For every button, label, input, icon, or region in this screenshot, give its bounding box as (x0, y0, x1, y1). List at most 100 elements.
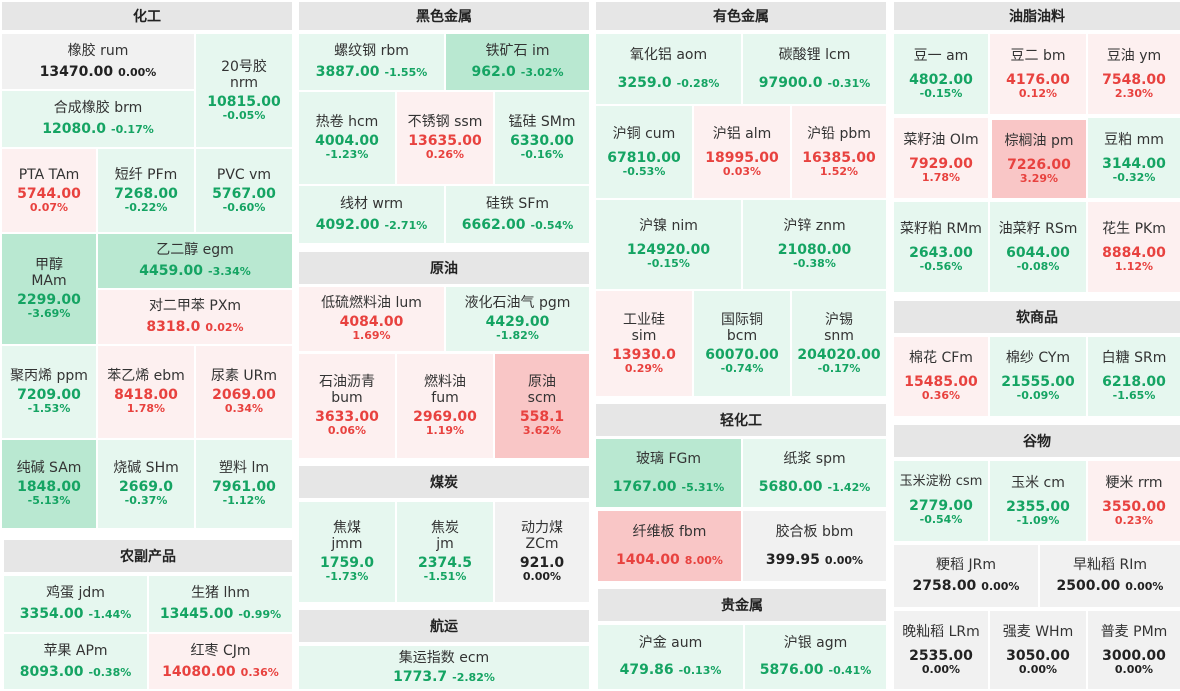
change-pct: -0.28% (676, 76, 720, 90)
quote-cell-bm[interactable]: 豆二 bm 4176.00 0.12% (990, 34, 1086, 114)
quote-cell-lcm[interactable]: 碳酸锂 lcm 97900.0 -0.31% (743, 34, 886, 104)
quote-cell-agm[interactable]: 沪银 agm 5876.00 -0.41% (745, 625, 886, 689)
quote-cell-pbm[interactable]: 沪铅 pbm 16385.00 1.52% (792, 106, 886, 198)
change-pct: -5.13% (27, 494, 71, 508)
change-pct: 0.00% (1018, 662, 1058, 676)
quote-cell-sfm[interactable]: 硅铁 SFm 6662.00 -0.54% (446, 186, 589, 243)
quote-cell-im[interactable]: 铁矿石 im 962.0 -3.02% (446, 34, 589, 90)
contract-name: 菜籽油 OIm (903, 131, 979, 148)
contract-name: 液化石油气 pgm (464, 295, 571, 312)
quote-cell-cfm[interactable]: 棉花 CFm 15485.00 0.36% (894, 337, 988, 416)
quote-cell-zcm[interactable]: 动力煤 ZCm 921.0 0.00% (495, 502, 589, 602)
quote-cell-znm[interactable]: 沪锌 znm 21080.00 -0.38% (743, 200, 886, 289)
price: 921.0 (519, 555, 565, 572)
price: 2643.00 (909, 244, 973, 261)
quote-cell-jdm[interactable]: 鸡蛋 jdm 3354.00 -1.44% (4, 576, 147, 632)
quote-cell-jm[interactable]: 焦炭 jm 2374.5 -1.51% (397, 502, 493, 602)
quote-cell-cym[interactable]: 棉纱 CYm 21555.00 -0.09% (990, 337, 1086, 416)
quote-cell-alm[interactable]: 沪铝 alm 18995.00 0.03% (694, 106, 790, 198)
quote-cell-mm[interactable]: 豆粕 mm 3144.00 -0.32% (1088, 118, 1180, 198)
quote-cell-hcm[interactable]: 热卷 hcm 4004.00 -1.23% (299, 92, 395, 184)
quote-cell-whm[interactable]: 强麦 WHm 3050.00 0.00% (990, 611, 1086, 689)
price: 1848.00 (17, 479, 81, 496)
contract-name: 焦炭 (431, 520, 459, 537)
quote-cell-lm[interactable]: 塑料 lm 7961.00 -1.12% (196, 440, 292, 528)
quote-cell-bum[interactable]: 石油沥青 bum 3633.00 0.06% (299, 354, 395, 458)
quote-cell-shm[interactable]: 烧碱 SHm 2669.0 -0.37% (98, 440, 194, 528)
quote-cell-aum[interactable]: 沪金 aum 479.86 -0.13% (598, 625, 743, 689)
change-pct: 1.69% (352, 329, 391, 343)
quote-cell-pxm[interactable]: 对二甲苯 PXm 8318.0 0.02% (98, 290, 292, 344)
price: 3354.00 (19, 606, 84, 623)
contract-name: 豆一 am (913, 47, 969, 64)
quote-cell-apm[interactable]: 苹果 APm 8093.00 -0.38% (4, 634, 147, 689)
quote-cell-pm[interactable]: 棕榈油 pm 7226.00 3.29% (992, 120, 1086, 198)
quote-cell-ppm[interactable]: 聚丙烯 ppm 7209.00 -1.53% (2, 346, 96, 438)
quote-cell-nim[interactable]: 沪镍 nim 124920.00 -0.15% (596, 200, 741, 289)
quote-cell-urm[interactable]: 尿素 URm 2069.00 0.34% (196, 346, 292, 438)
quote-cell-rsm[interactable]: 油菜籽 RSm 6044.00 -0.08% (990, 202, 1086, 292)
quote-cell-lrm[interactable]: 晚籼稻 LRm 2535.00 0.00% (894, 611, 988, 689)
quote-cell-ssm[interactable]: 不锈钢 ssm 13635.00 0.26% (397, 92, 493, 184)
contract-name: 合成橡胶 brm (53, 100, 143, 117)
contract-code: snm (824, 327, 854, 344)
quote-cell-egm[interactable]: 乙二醇 egm 4459.00 -3.34% (98, 234, 292, 288)
quote-cell-bcm[interactable]: 国际铜 bcm 60070.00 -0.74% (694, 291, 790, 396)
quote-cell-rum[interactable]: 橡胶 rum 13470.00 0.00% (2, 34, 194, 89)
quote-cell-fgm[interactable]: 玻璃 FGm 1767.00 -5.31% (596, 439, 741, 507)
price: 13470.00 (39, 63, 114, 80)
contract-name: 聚丙烯 ppm (10, 368, 88, 385)
contract-name: 沪铅 pbm (807, 125, 871, 142)
quote-cell-rim[interactable]: 早籼稻 RIm 2500.00 0.00% (1040, 545, 1180, 607)
quote-cell-fbm[interactable]: 纤维板 fbm 1404.00 8.00% (598, 511, 741, 581)
quote-cell-srm[interactable]: 白糖 SRm 6218.00 -1.65% (1088, 337, 1180, 416)
quote-cell-pmm[interactable]: 普麦 PMm 3000.00 0.00% (1088, 611, 1180, 689)
quote-cell-am[interactable]: 豆一 am 4802.00 -0.15% (894, 34, 988, 114)
section-title: 油脂油料 (1009, 9, 1065, 25)
quote-cell-bbm[interactable]: 胶合板 bbm 399.95 0.00% (743, 511, 886, 581)
quote-cell-brm[interactable]: 合成橡胶 brm 12080.0 -0.17% (2, 91, 194, 147)
quote-cell-ym[interactable]: 豆油 ym 7548.00 2.30% (1088, 34, 1180, 114)
quote-cell-tam[interactable]: PTA TAm 5744.00 0.07% (2, 149, 96, 232)
change-pct: -0.13% (678, 664, 722, 678)
quote-cell-spm[interactable]: 纸浆 spm 5680.00 -1.42% (743, 439, 886, 507)
quote-cell-cjm[interactable]: 红枣 CJm 14080.00 0.36% (149, 634, 292, 689)
quote-cell-jmm[interactable]: 焦煤 jmm 1759.0 -1.73% (299, 502, 395, 602)
price: 1773.7 (393, 668, 448, 685)
quote-cell-vm[interactable]: PVC vm 5767.00 -0.60% (196, 149, 292, 232)
change-pct: 0.00% (522, 570, 562, 584)
quote-cell-cm[interactable]: 玉米 cm 2355.00 -1.09% (990, 461, 1086, 541)
price: 4176.00 (1006, 71, 1070, 88)
contract-name: 甲醇 (35, 257, 63, 274)
quote-cell-fum[interactable]: 燃料油 fum 2969.00 1.19% (397, 354, 493, 458)
quote-cell-aom[interactable]: 氧化铝 aom 3259.0 -0.28% (596, 34, 741, 104)
quote-cell-sam[interactable]: 纯碱 SAm 1848.00 -5.13% (2, 440, 96, 528)
change-pct: 0.00% (1125, 580, 1164, 594)
quote-cell-pkm[interactable]: 花生 PKm 8884.00 1.12% (1088, 202, 1180, 292)
section-title: 贵金属 (721, 598, 763, 614)
quote-cell-pgm[interactable]: 液化石油气 pgm 4429.00 -1.82% (446, 287, 589, 351)
contract-name: 粳米 rrm (1105, 474, 1163, 491)
quote-cell-lum[interactable]: 低硫燃料油 lum 4084.00 1.69% (299, 287, 444, 351)
quote-cell-scm[interactable]: 原油 scm 558.1 3.62% (495, 354, 589, 458)
quote-cell-oim[interactable]: 菜籽油 OIm 7929.00 1.78% (894, 118, 988, 198)
quote-cell-wrm[interactable]: 线材 wrm 4092.00 -2.71% (299, 186, 444, 243)
quote-cell-sim[interactable]: 工业硅 sim 13930.0 0.29% (596, 291, 692, 396)
quote-cell-rrm[interactable]: 粳米 rrm 3550.00 0.23% (1088, 461, 1180, 541)
quote-cell-mam[interactable]: 甲醇 MAm 2299.00 -3.69% (2, 234, 96, 344)
quote-cell-lhm[interactable]: 生猪 lhm 13445.00 -0.99% (149, 576, 292, 632)
quote-cell-ecm[interactable]: 集运指数 ecm 1773.7 -2.82% (299, 646, 589, 689)
quote-cell-cum[interactable]: 沪铜 cum 67810.00 -0.53% (596, 106, 692, 198)
quote-cell-smm[interactable]: 锰硅 SMm 6330.00 -0.16% (495, 92, 589, 184)
quote-cell-rbm[interactable]: 螺纹钢 rbm 3887.00 -1.55% (299, 34, 444, 90)
quote-cell-rmm[interactable]: 菜籽粕 RMm 2643.00 -0.56% (894, 202, 988, 292)
quote-cell-pfm[interactable]: 短纤 PFm 7268.00 -0.22% (98, 149, 194, 232)
contract-code: ZCm (525, 536, 559, 553)
quote-cell-jrm[interactable]: 粳稻 JRm 2758.00 0.00% (894, 545, 1038, 607)
change-pct: -1.44% (88, 608, 132, 622)
quote-cell-csm[interactable]: 玉米淀粉 csm 2779.00 -0.54% (894, 461, 988, 541)
contract-name: 碳酸锂 lcm (778, 46, 851, 63)
quote-cell-snm[interactable]: 沪锡 snm 204020.00 -0.17% (792, 291, 886, 396)
quote-cell-nrm[interactable]: 20号胶 nrm 10815.00 -0.05% (196, 34, 292, 147)
quote-cell-ebm[interactable]: 苯乙烯 ebm 8418.00 1.78% (98, 346, 194, 438)
